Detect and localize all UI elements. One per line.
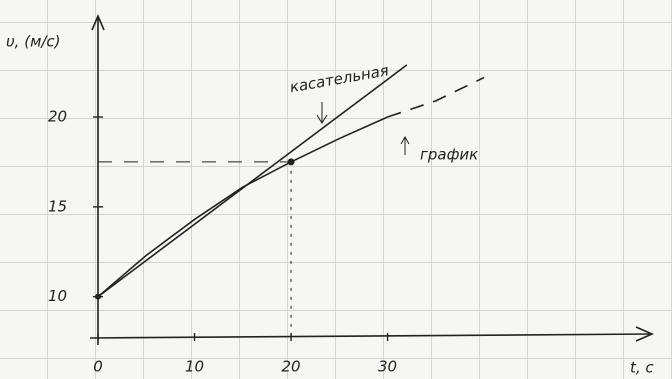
y-tick-label: 10 bbox=[48, 287, 67, 305]
y-axis-label: υ, (м/с) bbox=[6, 33, 61, 51]
y-tick-label: 20 bbox=[48, 108, 67, 126]
point bbox=[288, 158, 295, 165]
point bbox=[95, 294, 101, 300]
annotation: график bbox=[420, 146, 478, 164]
annotation: касательная bbox=[288, 61, 390, 96]
chart: υ, (м/с) t, c касательная график 10 15 20 0… bbox=[0, 0, 672, 379]
x-axis-label: t, c bbox=[630, 359, 654, 377]
line bbox=[98, 65, 407, 297]
x-tick-label: 20 bbox=[281, 358, 300, 376]
x-tick-label: 10 bbox=[185, 358, 204, 376]
x-tick-label: 0 bbox=[93, 358, 103, 376]
line bbox=[98, 117, 388, 297]
x-axis bbox=[90, 334, 652, 338]
line bbox=[388, 77, 485, 117]
x-tick-label: 30 bbox=[378, 358, 397, 376]
y-tick-label: 15 bbox=[48, 197, 67, 215]
